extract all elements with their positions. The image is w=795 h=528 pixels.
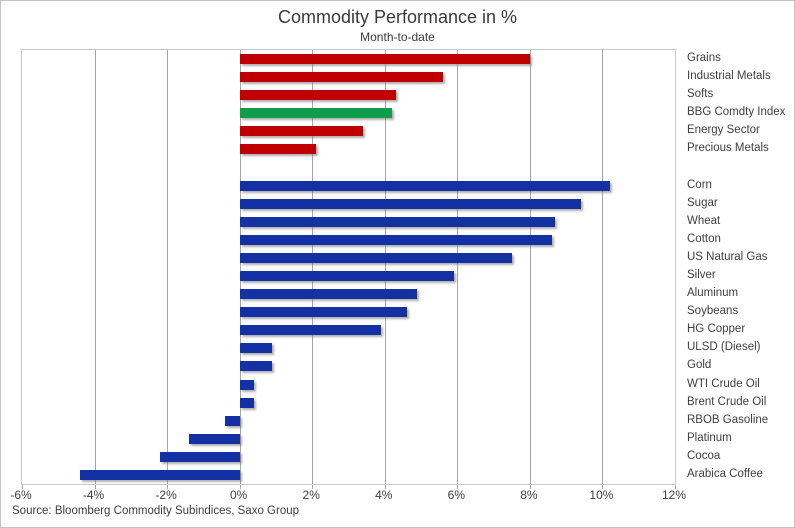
bar-wti-crude-oil: [239, 379, 255, 390]
x-tick-label: 4%: [375, 488, 393, 502]
bar-hg-copper: [239, 325, 382, 336]
x-tick-label: 8%: [520, 488, 538, 502]
x-axis-tick: [602, 485, 604, 489]
x-tick-label: 6%: [447, 488, 465, 502]
category-label-soybeans: Soybeans: [687, 305, 739, 318]
category-label-precious-metals: Precious Metals: [687, 142, 769, 155]
chart-title: Commodity Performance in %: [277, 7, 518, 27]
bar-energy-sector: [239, 126, 363, 137]
x-tick-label: -2%: [155, 488, 177, 502]
category-label-cotton: Cotton: [687, 232, 721, 245]
category-label-platinum: Platinum: [687, 431, 732, 444]
category-label-bbg-comdty-index: BBG Comdty Index: [687, 106, 786, 119]
category-label-energy-sector: Energy Sector: [687, 124, 760, 137]
category-label-us-natural-gas: US Natural Gas: [687, 250, 768, 263]
gridline-2: [167, 50, 169, 484]
bar-industrial-metals: [239, 72, 443, 83]
category-label-silver: Silver: [687, 269, 716, 282]
bar-bbg-comdty-index: [239, 108, 393, 119]
bar-rbob-gasoline: [225, 415, 240, 426]
gridline-4: [94, 50, 96, 484]
category-label-softs: Softs: [687, 88, 714, 101]
bar-silver: [239, 271, 454, 282]
x-axis-tick: [675, 485, 676, 489]
gridline-6: [457, 50, 459, 484]
source-note: Source: Bloomberg Commodity Subindices, …: [12, 505, 300, 517]
bar-ulsd-diesel: [239, 343, 273, 354]
category-label-corn: Corn: [687, 178, 712, 191]
bar-brent-crude-oil: [239, 397, 255, 408]
category-label-hg-copper: HG Copper: [687, 323, 746, 336]
x-tick-label: -4%: [82, 488, 105, 502]
x-axis-tick: [529, 485, 531, 489]
x-tick-label: 12%: [661, 488, 687, 502]
bar-us-natural-gas: [239, 252, 512, 263]
bar-platinum: [188, 433, 240, 444]
category-label-ulsd-diesel: ULSD (Diesel): [687, 341, 761, 354]
category-label-cocoa: Cocoa: [687, 449, 721, 462]
bar-gold: [239, 361, 273, 372]
category-label-sugar: Sugar: [687, 196, 718, 209]
category-label-arabica-coffee: Arabica Coffee: [687, 467, 763, 480]
category-label-brent-crude-oil: Brent Crude Oil: [687, 395, 767, 408]
category-label-rbob-gasoline: RBOB Gasoline: [687, 413, 769, 426]
bar-cotton: [239, 234, 552, 245]
bar-precious-metals: [239, 144, 316, 155]
category-label-wheat: Wheat: [687, 214, 721, 227]
x-axis-tick: [384, 485, 386, 489]
gridline-2: [312, 50, 314, 484]
x-axis-tick: [94, 485, 96, 489]
gridline-10: [602, 50, 604, 484]
x-tick-label: 0%: [229, 488, 248, 502]
category-label-aluminum: Aluminum: [687, 287, 739, 300]
gridline-4: [384, 50, 386, 484]
x-axis-tick: [239, 485, 241, 489]
gridline-0: [239, 50, 241, 484]
category-label-wti-crude-oil: WTI Crude Oil: [687, 377, 760, 390]
bar-wheat: [239, 216, 556, 227]
bar-corn: [239, 180, 610, 191]
plot-area: [21, 49, 676, 489]
x-axis-tick: [457, 485, 459, 489]
chart-subtitle: Month-to-date: [360, 30, 435, 44]
bar-aluminum: [239, 289, 418, 300]
category-label-industrial-metals: Industrial Metals: [687, 70, 771, 83]
x-tick-label: -6%: [10, 488, 32, 502]
bar-arabica-coffee: [80, 469, 240, 480]
x-axis-tick: [22, 485, 23, 489]
bar-soybeans: [239, 307, 407, 318]
bar-softs: [239, 90, 396, 101]
bar-cocoa: [159, 451, 240, 462]
bar-grains: [239, 54, 530, 65]
x-axis-tick: [167, 485, 169, 489]
category-label-gold: Gold: [687, 359, 712, 372]
bar-sugar: [239, 198, 581, 209]
x-axis-tick: [312, 485, 314, 489]
x-tick-label: 10%: [589, 488, 614, 502]
x-tick-label: 2%: [302, 488, 320, 502]
gridline-8: [529, 50, 531, 484]
category-label-grains: Grains: [687, 52, 721, 65]
